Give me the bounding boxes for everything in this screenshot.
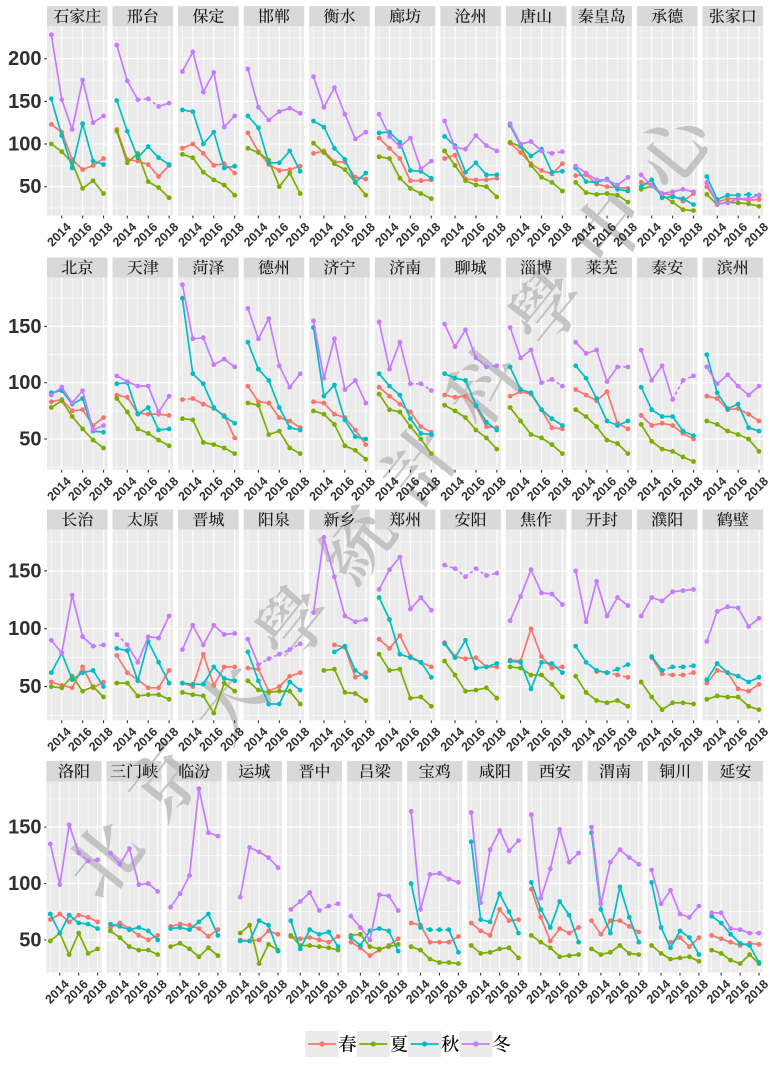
svg-text:50: 50 bbox=[19, 429, 41, 451]
svg-text:100: 100 bbox=[8, 372, 41, 394]
svg-text:150: 150 bbox=[8, 817, 41, 839]
svg-text:150: 150 bbox=[8, 560, 41, 582]
svg-text:150: 150 bbox=[8, 91, 41, 113]
svg-text:100: 100 bbox=[8, 873, 41, 895]
svg-text:150: 150 bbox=[8, 316, 41, 338]
svg-text:50: 50 bbox=[19, 176, 41, 198]
svg-text:100: 100 bbox=[8, 134, 41, 156]
svg-text:50: 50 bbox=[19, 676, 41, 698]
svg-text:50: 50 bbox=[19, 929, 41, 951]
svg-text:200: 200 bbox=[8, 48, 41, 70]
svg-text:100: 100 bbox=[8, 618, 41, 640]
